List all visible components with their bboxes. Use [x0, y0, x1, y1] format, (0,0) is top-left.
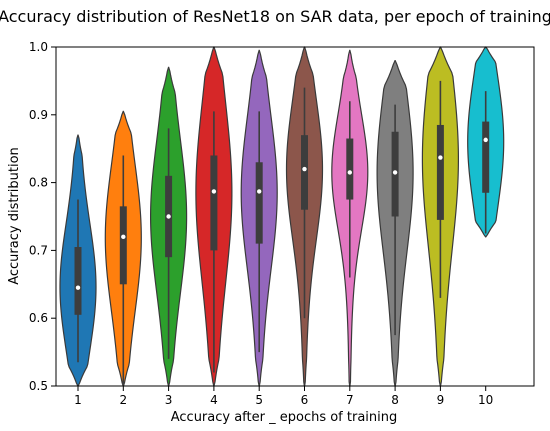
- violin-median: [121, 234, 126, 240]
- violin-iqr-box: [255, 162, 263, 244]
- x-tick-label: 4: [210, 393, 218, 407]
- y-tick-label: 1.0: [29, 40, 48, 54]
- x-tick-label: 1: [74, 393, 82, 407]
- x-tick-label: 10: [478, 393, 493, 407]
- x-axis-label: Accuracy after _ epochs of training: [171, 410, 398, 425]
- violin-median: [75, 285, 81, 290]
- violin-median: [438, 155, 443, 160]
- violin-median: [392, 170, 398, 175]
- y-axis-ticks: 0.5 0.6 0.7 0.8 0.9 1.0: [29, 40, 56, 393]
- violin-median: [257, 189, 262, 194]
- x-axis-ticks: 1 2 3 4 5 6 7 8 9 10: [74, 386, 493, 407]
- x-tick-label: 7: [346, 393, 354, 407]
- violin-iqr-box: [119, 206, 127, 285]
- y-tick-label: 0.9: [29, 108, 48, 122]
- y-tick-label: 0.5: [29, 379, 48, 393]
- plot-area: [59, 46, 505, 387]
- violin-median: [166, 214, 171, 219]
- y-axis-label: Accuracy distribution: [7, 147, 22, 285]
- violin-median: [302, 166, 307, 172]
- x-tick-label: 8: [391, 393, 399, 407]
- x-tick-label: 5: [255, 393, 263, 407]
- plot-frame: [55, 46, 535, 387]
- x-tick-label: 3: [165, 393, 173, 407]
- violin-median: [347, 170, 352, 175]
- violin-iqr-box: [346, 138, 354, 200]
- y-tick-label: 0.6: [29, 311, 48, 325]
- chart-title: Accuracy distribution of ResNet18 on SAR…: [0, 7, 550, 26]
- violin-median: [211, 189, 217, 194]
- y-tick-label: 0.7: [29, 243, 48, 257]
- x-tick-label: 9: [437, 393, 445, 407]
- violin-iqr-box: [482, 121, 490, 193]
- y-tick-label: 0.8: [29, 176, 48, 190]
- violin-median: [483, 137, 488, 143]
- violin-iqr-box: [74, 247, 82, 315]
- x-tick-label: 2: [119, 393, 127, 407]
- violin-iqr-box: [210, 155, 218, 251]
- x-tick-label: 6: [301, 393, 309, 407]
- violin-iqr-box: [436, 124, 444, 220]
- violin-iqr-box: [301, 135, 308, 210]
